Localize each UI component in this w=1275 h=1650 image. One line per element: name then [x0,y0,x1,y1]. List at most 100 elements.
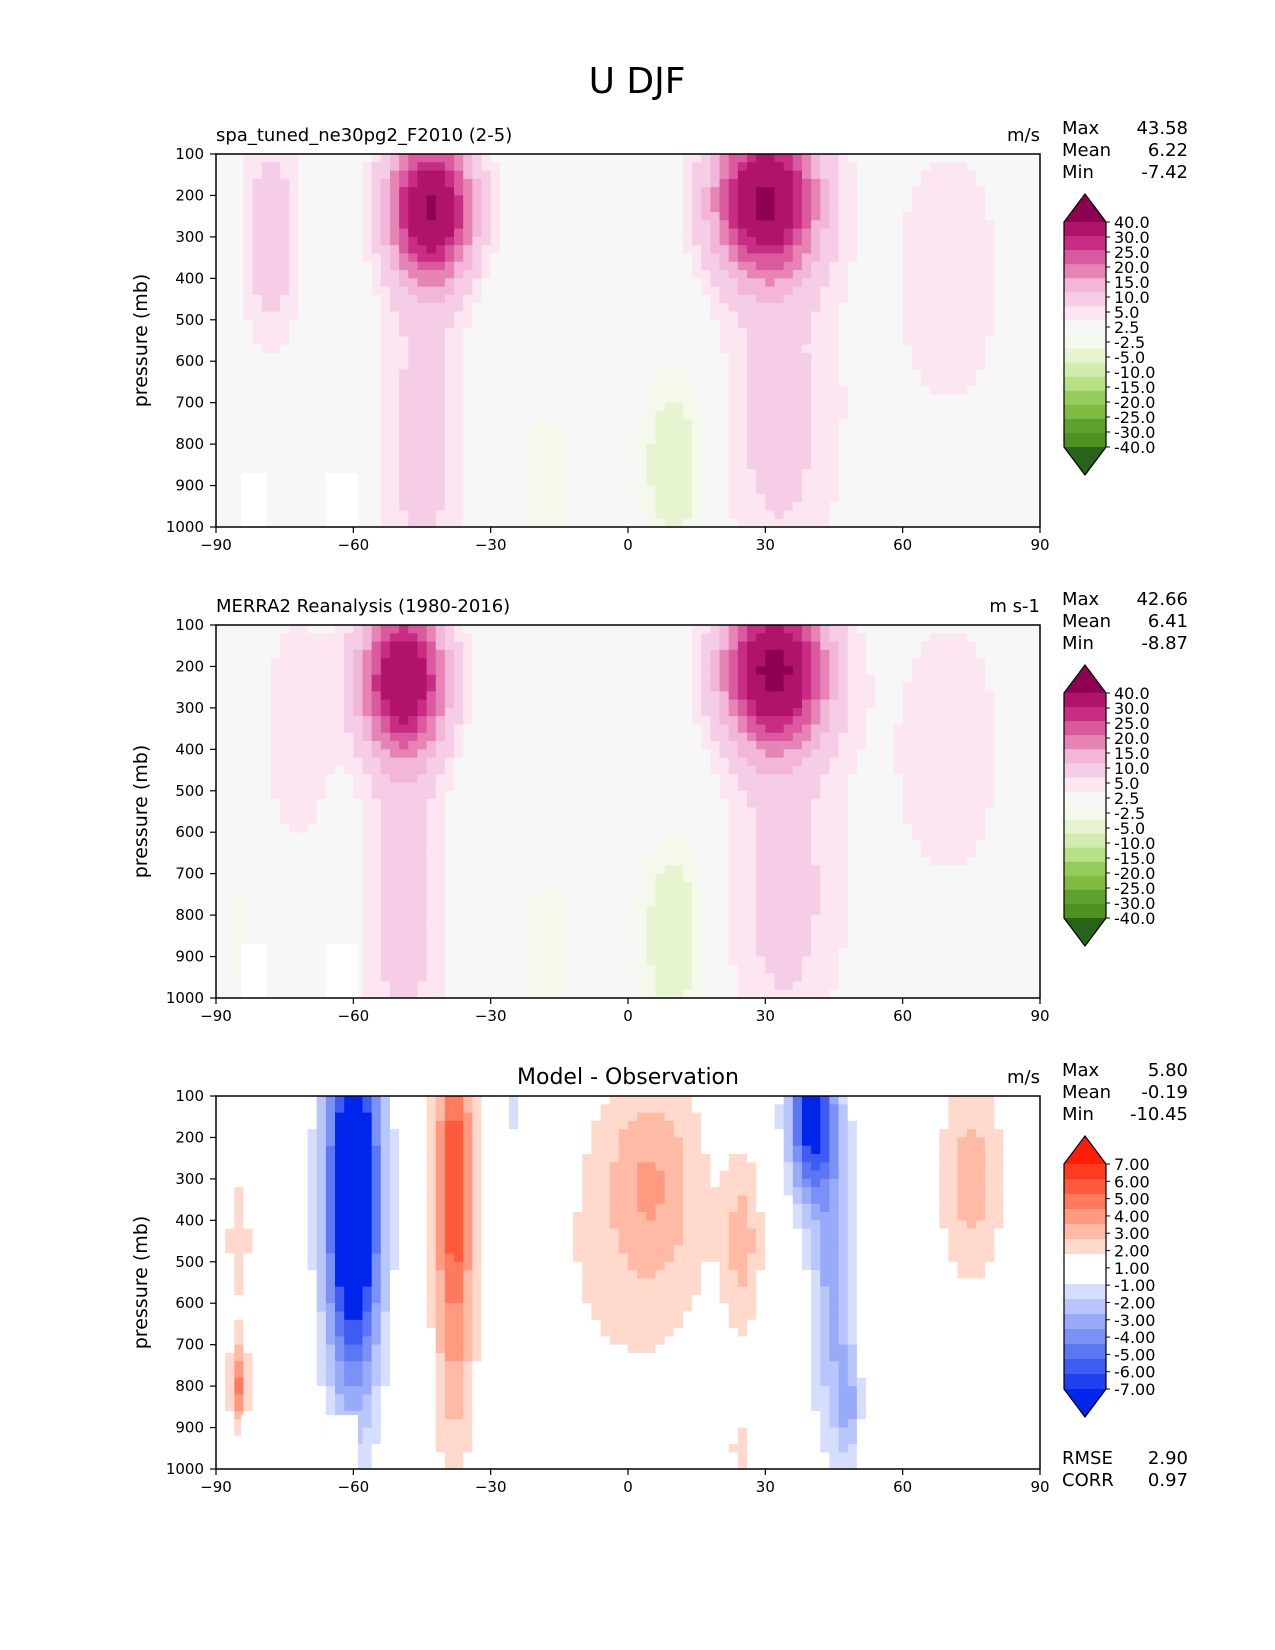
field-cell [499,402,510,412]
field-cell [426,377,437,387]
field-cell [811,444,821,453]
field-cell [573,683,583,692]
field-cell [646,510,657,520]
field-cell [692,245,702,255]
field-cell [664,674,675,684]
field-cell [380,419,391,429]
field-cell [975,683,986,692]
field-cell [490,674,501,684]
field-cell [508,666,519,676]
field-cell [582,352,592,362]
field-cell [975,402,986,412]
field-cell [325,674,336,684]
field-cell [408,518,419,528]
field-cell [737,270,748,279]
field-cell [820,485,831,495]
field-cell [692,625,702,634]
field-cell [518,518,528,528]
field-cell [856,493,867,503]
field-cell [518,402,528,412]
field-cell [472,666,483,676]
field-cell [518,203,528,213]
field-cell [380,220,391,230]
field-cell [408,460,419,470]
field-cell [618,452,629,462]
field-cell [792,344,803,354]
field-cell [289,658,299,668]
field-cell [481,328,492,337]
field-cell [728,178,739,188]
field-cell [573,253,583,263]
field-cell [682,319,693,329]
field-cell [994,352,1004,362]
field-cell [893,633,904,643]
field-cell [664,402,675,412]
field-cell [1003,270,1014,279]
field-cell [335,666,345,676]
field-cell [701,444,711,453]
field-cell [911,386,922,395]
field-cell [1012,270,1023,279]
field-cell [1021,683,1032,692]
field-cell [811,187,821,197]
field-cell [856,170,867,180]
field-cell [371,336,382,346]
field-cell [472,460,483,470]
field-cell [216,203,226,213]
field-cell [335,195,345,205]
field-cell [783,236,794,246]
field-cell [307,468,318,478]
field-cell [673,261,684,271]
field-cell [811,344,821,354]
field-cell [618,328,629,337]
field-cell [975,245,986,255]
field-cell [856,394,867,404]
field-cell [664,493,675,503]
field-cell [444,518,455,528]
field-cell [866,311,876,321]
field-cell [1030,361,1041,371]
field-cell [673,162,684,172]
field-cell [408,170,419,180]
field-cell [920,691,931,701]
field-cell [280,699,290,709]
field-cell [289,410,299,420]
field-cell [966,278,977,288]
field-cell [737,683,748,692]
field-cell [911,444,922,453]
field-cell [811,493,821,503]
field-cell [792,278,803,288]
field-cell [920,460,931,470]
field-cell [270,699,281,709]
field-cell [1012,303,1023,313]
colorbar-label: -40.0 [1114,438,1155,457]
field-cell [902,278,913,288]
field-cell [618,427,629,437]
field-cell [527,427,538,437]
field-cell [930,683,940,692]
field-cell [417,178,428,188]
field-cell [591,518,602,528]
field-cell [957,510,968,520]
field-cell [985,641,995,651]
field-cell [618,386,629,395]
field-cell [554,427,565,437]
field-cell [692,502,702,512]
field-cell [1021,625,1032,634]
field-cell [856,683,867,692]
field-cell [866,493,876,503]
field-cell [866,154,876,163]
field-cell [957,187,968,197]
field-cell [820,444,831,453]
field-cell [948,344,959,354]
field-cell [866,625,876,634]
field-cell [902,187,913,197]
field-cell [508,493,519,503]
field-cell [811,394,821,404]
field-cell [783,253,794,263]
field-cell [875,328,885,337]
field-cell [1012,468,1023,478]
field-cell [1003,328,1014,337]
field-cell [216,352,226,362]
field-cell [609,369,620,379]
